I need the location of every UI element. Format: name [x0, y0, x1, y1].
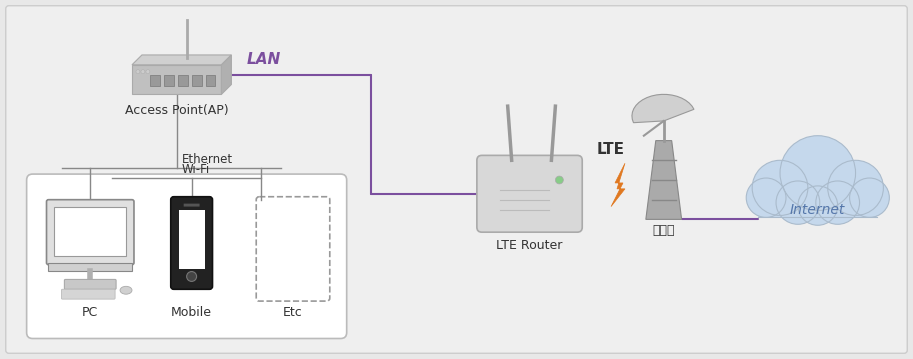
Circle shape	[850, 178, 889, 218]
Text: LAN: LAN	[247, 52, 280, 67]
FancyBboxPatch shape	[150, 75, 160, 87]
FancyBboxPatch shape	[179, 210, 205, 269]
Text: Wi-Fi: Wi-Fi	[182, 163, 210, 176]
Circle shape	[136, 70, 140, 74]
Text: 기지국: 기지국	[653, 224, 675, 237]
Text: Ethernet: Ethernet	[182, 153, 233, 166]
Circle shape	[555, 176, 563, 184]
Text: LTE: LTE	[597, 143, 625, 157]
Circle shape	[746, 178, 786, 218]
FancyBboxPatch shape	[5, 6, 908, 353]
Polygon shape	[632, 94, 694, 123]
Polygon shape	[132, 55, 231, 65]
Circle shape	[146, 70, 150, 74]
Text: Access Point(AP): Access Point(AP)	[125, 104, 228, 117]
Polygon shape	[611, 163, 625, 206]
FancyBboxPatch shape	[205, 75, 215, 87]
Circle shape	[816, 181, 859, 224]
FancyBboxPatch shape	[48, 263, 132, 271]
Circle shape	[752, 160, 808, 215]
Text: Etc: Etc	[283, 306, 303, 319]
Circle shape	[776, 181, 820, 224]
FancyBboxPatch shape	[65, 279, 116, 289]
FancyBboxPatch shape	[477, 155, 582, 232]
Ellipse shape	[121, 286, 132, 294]
Circle shape	[798, 186, 837, 225]
FancyBboxPatch shape	[163, 75, 173, 87]
FancyBboxPatch shape	[171, 197, 213, 289]
FancyBboxPatch shape	[758, 196, 877, 218]
FancyBboxPatch shape	[184, 204, 200, 206]
Text: LTE Router: LTE Router	[497, 239, 562, 252]
Text: Mobile: Mobile	[171, 306, 212, 319]
FancyBboxPatch shape	[178, 75, 188, 87]
Polygon shape	[222, 55, 231, 94]
Circle shape	[828, 160, 884, 215]
Text: Internet: Internet	[790, 202, 845, 216]
FancyBboxPatch shape	[47, 200, 134, 265]
FancyBboxPatch shape	[26, 174, 347, 339]
FancyBboxPatch shape	[61, 289, 115, 299]
FancyBboxPatch shape	[55, 206, 126, 256]
Circle shape	[186, 271, 196, 281]
FancyBboxPatch shape	[192, 75, 202, 87]
Polygon shape	[132, 65, 222, 94]
Circle shape	[141, 70, 145, 74]
Circle shape	[780, 136, 855, 210]
Polygon shape	[645, 141, 682, 219]
Text: PC: PC	[82, 306, 99, 319]
